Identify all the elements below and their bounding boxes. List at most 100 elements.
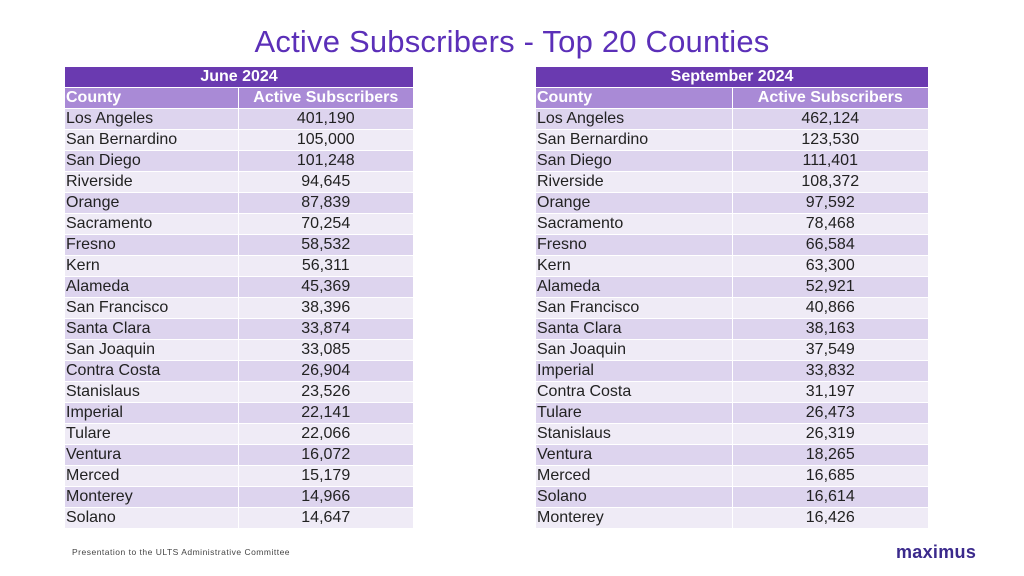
county-cell: Riverside <box>536 171 732 193</box>
county-cell: Solano <box>65 507 238 529</box>
county-cell: Imperial <box>65 402 238 424</box>
subscribers-cell: 94,645 <box>237 171 414 193</box>
september-2024-table: September 2024 County Active Subscribers… <box>536 67 929 529</box>
subscribers-cell: 16,685 <box>731 465 929 487</box>
table-row: Ventura 16,072 <box>65 444 414 466</box>
table-row: Sacramento 70,254 <box>65 213 414 235</box>
table-row: Orange 87,839 <box>65 192 414 214</box>
subscribers-cell: 66,584 <box>731 234 929 256</box>
subscribers-cell: 40,866 <box>731 297 929 319</box>
county-cell: Fresno <box>536 234 732 256</box>
period-header: June 2024 <box>65 67 414 88</box>
table-row: San Francisco 40,866 <box>536 297 929 319</box>
county-cell: Sacramento <box>536 213 732 235</box>
county-cell: San Francisco <box>65 297 238 319</box>
county-cell: Monterey <box>65 486 238 508</box>
county-cell: San Bernardino <box>536 129 732 151</box>
county-cell: San Diego <box>65 150 238 172</box>
subscribers-cell: 14,966 <box>237 486 414 508</box>
table-row: Imperial 22,141 <box>65 402 414 424</box>
subscribers-column-header: Active Subscribers <box>731 87 929 109</box>
subscribers-cell: 123,530 <box>731 129 929 151</box>
subscribers-column-header: Active Subscribers <box>237 87 414 109</box>
county-cell: Los Angeles <box>65 108 238 130</box>
county-cell: Alameda <box>65 276 238 298</box>
subscribers-cell: 16,614 <box>731 486 929 508</box>
county-cell: San Bernardino <box>65 129 238 151</box>
subscribers-cell: 16,426 <box>731 507 929 529</box>
subscribers-cell: 23,526 <box>237 381 414 403</box>
table-row: Merced 16,685 <box>536 465 929 487</box>
table-body: Los Angeles 401,190 San Bernardino 105,000 S… <box>65 108 414 529</box>
subscribers-cell: 70,254 <box>237 213 414 235</box>
county-cell: San Francisco <box>536 297 732 319</box>
county-cell: Los Angeles <box>536 108 732 130</box>
table-row: Contra Costa 26,904 <box>65 360 414 382</box>
subscribers-cell: 22,141 <box>237 402 414 424</box>
subscribers-cell: 97,592 <box>731 192 929 214</box>
table-row: Fresno 66,584 <box>536 234 929 256</box>
subscribers-cell: 16,072 <box>237 444 414 466</box>
subscribers-cell: 26,473 <box>731 402 929 424</box>
table-row: San Francisco 38,396 <box>65 297 414 319</box>
county-cell: Solano <box>536 486 732 508</box>
county-cell: Stanislaus <box>65 381 238 403</box>
subscribers-cell: 38,396 <box>237 297 414 319</box>
subscribers-cell: 31,197 <box>731 381 929 403</box>
maximus-logo: maximus <box>896 542 977 562</box>
county-cell: San Diego <box>536 150 732 172</box>
subscribers-cell: 63,300 <box>731 255 929 277</box>
subscribers-cell: 52,921 <box>731 276 929 298</box>
table-row: San Joaquin 33,085 <box>65 339 414 361</box>
subscribers-cell: 26,904 <box>237 360 414 382</box>
subscribers-cell: 22,066 <box>237 423 414 445</box>
subscribers-cell: 462,124 <box>731 108 929 130</box>
table-row: Tulare 26,473 <box>536 402 929 424</box>
table-row: Kern 56,311 <box>65 255 414 277</box>
table-row: Solano 14,647 <box>65 507 414 529</box>
table-row: Sacramento 78,468 <box>536 213 929 235</box>
table-row: Monterey 16,426 <box>536 507 929 529</box>
county-cell: Merced <box>536 465 732 487</box>
table-row: Monterey 14,966 <box>65 486 414 508</box>
table-row: Stanislaus 23,526 <box>65 381 414 403</box>
table-row: San Bernardino 123,530 <box>536 129 929 151</box>
county-cell: Orange <box>536 192 732 214</box>
table-row: Merced 15,179 <box>65 465 414 487</box>
county-cell: Sacramento <box>65 213 238 235</box>
county-cell: Ventura <box>536 444 732 466</box>
subscribers-cell: 33,832 <box>731 360 929 382</box>
county-column-header: County <box>65 87 238 109</box>
table-row: Alameda 52,921 <box>536 276 929 298</box>
subscribers-cell: 101,248 <box>237 150 414 172</box>
table-row: Alameda 45,369 <box>65 276 414 298</box>
subscribers-cell: 78,468 <box>731 213 929 235</box>
county-cell: Alameda <box>536 276 732 298</box>
table-row: Orange 97,592 <box>536 192 929 214</box>
june-2024-table: June 2024 County Active Subscribers Los … <box>65 67 414 529</box>
subscribers-cell: 33,874 <box>237 318 414 340</box>
county-cell: Ventura <box>65 444 238 466</box>
county-cell: San Joaquin <box>536 339 732 361</box>
table-row: Ventura 18,265 <box>536 444 929 466</box>
subscribers-cell: 38,163 <box>731 318 929 340</box>
county-cell: Orange <box>65 192 238 214</box>
table-row: Imperial 33,832 <box>536 360 929 382</box>
table-row: San Bernardino 105,000 <box>65 129 414 151</box>
subscribers-cell: 111,401 <box>731 150 929 172</box>
subscribers-cell: 15,179 <box>237 465 414 487</box>
table-row: Santa Clara 38,163 <box>536 318 929 340</box>
subscribers-cell: 26,319 <box>731 423 929 445</box>
county-cell: Tulare <box>536 402 732 424</box>
table-row: Contra Costa 31,197 <box>536 381 929 403</box>
county-cell: Kern <box>65 255 238 277</box>
subscribers-cell: 18,265 <box>731 444 929 466</box>
subscribers-cell: 87,839 <box>237 192 414 214</box>
table-body: Los Angeles 462,124 San Bernardino 123,530 S… <box>536 108 929 529</box>
county-cell: Stanislaus <box>536 423 732 445</box>
table-row: Riverside 94,645 <box>65 171 414 193</box>
subscribers-cell: 45,369 <box>237 276 414 298</box>
subscribers-cell: 33,085 <box>237 339 414 361</box>
subscribers-cell: 401,190 <box>237 108 414 130</box>
